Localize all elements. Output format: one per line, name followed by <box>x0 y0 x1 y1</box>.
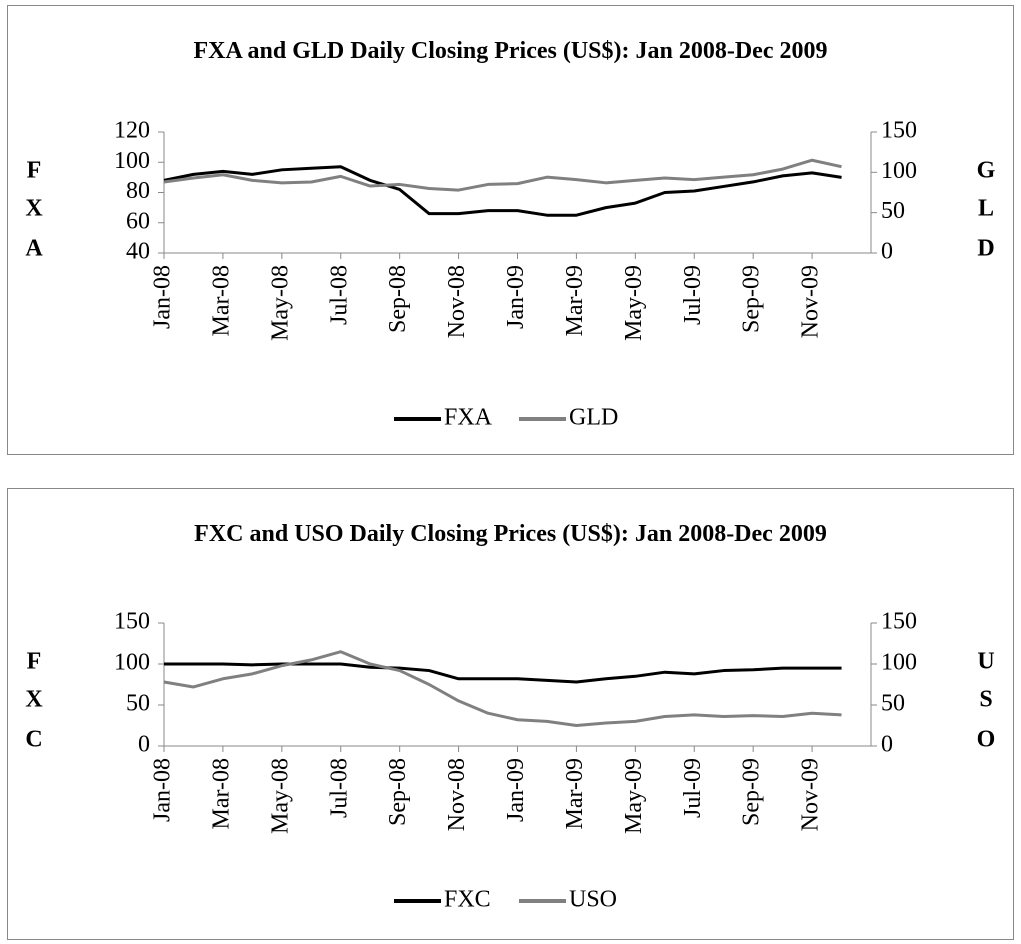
y2-tick-label: 150 <box>881 609 917 635</box>
x-tick-label: Nov-08 <box>444 758 470 831</box>
x-tick-label: Jul-08 <box>326 265 352 325</box>
y2-axis-label: G <box>977 158 996 184</box>
x-tick-label: Jul-08 <box>326 758 352 818</box>
legend-label: GLD <box>569 405 618 431</box>
x-tick-label: Nov-09 <box>798 758 824 831</box>
x-tick-label: Jan-08 <box>150 758 176 822</box>
legend-label: USO <box>569 887 617 913</box>
y-axis-label: F <box>27 158 42 184</box>
x-tick-label: May-08 <box>267 758 293 834</box>
x-tick-label: Mar-08 <box>208 265 234 337</box>
x-tick-label: Sep-09 <box>739 265 765 333</box>
y-axis-label: X <box>25 687 43 713</box>
y-tick-label: 120 <box>114 118 150 144</box>
y2-axis-label: L <box>978 196 994 222</box>
x-tick-label: May-09 <box>621 758 647 834</box>
x-tick-label: Sep-08 <box>385 758 411 826</box>
y-axis-label: A <box>25 236 43 262</box>
y2-axis-label: D <box>977 236 994 262</box>
y-tick-label: 150 <box>114 609 150 635</box>
y-tick-label: 50 <box>126 691 150 717</box>
y2-tick-label: 0 <box>881 732 893 758</box>
x-tick-label: Mar-09 <box>562 265 588 337</box>
chart-panel: FXA and GLD Daily Closing Prices (US$): … <box>7 5 1014 455</box>
x-tick-label: Jul-09 <box>680 758 706 818</box>
y2-tick-label: 100 <box>881 158 917 184</box>
y-axis-label: C <box>25 727 42 753</box>
y2-axis-label: O <box>977 727 996 753</box>
y-tick-label: 0 <box>138 732 150 758</box>
y-tick-label: 100 <box>114 148 150 174</box>
y2-tick-label: 100 <box>881 650 917 676</box>
y-axis-label: F <box>27 649 42 675</box>
chart-panel: FXC and USO Daily Closing Prices (US$): … <box>7 488 1014 940</box>
x-tick-label: Jan-09 <box>503 265 529 329</box>
y2-tick-label: 50 <box>881 691 905 717</box>
y-tick-label: 100 <box>114 650 150 676</box>
x-tick-label: Sep-08 <box>385 265 411 333</box>
y2-axis-label: U <box>977 649 994 675</box>
x-tick-label: Sep-09 <box>739 758 765 826</box>
legend-label: FXA <box>444 405 493 431</box>
y2-tick-label: 0 <box>881 239 893 265</box>
chart-title: FXC and USO Daily Closing Prices (US$): … <box>194 521 827 547</box>
chart: 0 50 100 150 0 50 100 150 Jan-08 Mar-08 May-08 Jul-… <box>25 609 996 913</box>
y-tick-label: 40 <box>126 239 150 265</box>
x-tick-label: May-09 <box>621 265 647 341</box>
legend-label: FXC <box>444 887 491 913</box>
x-tick-label: Nov-09 <box>798 265 824 338</box>
x-tick-label: Mar-09 <box>562 758 588 830</box>
line-series <box>164 662 842 684</box>
chart: 40 60 80 100 120 0 50 100 150 Jan-08 Mar-08 May-08 J… <box>25 118 996 431</box>
y2-axis-label: S <box>979 687 992 713</box>
y-axis-label: X <box>25 196 43 222</box>
line-series <box>163 158 842 192</box>
x-tick-label: Nov-08 <box>444 265 470 338</box>
x-tick-label: Jan-09 <box>503 758 529 822</box>
x-tick-label: Jul-09 <box>680 265 706 325</box>
chart-title: FXA and GLD Daily Closing Prices (US$): … <box>193 38 828 64</box>
y2-tick-label: 50 <box>881 198 905 224</box>
y-tick-label: 80 <box>126 178 150 204</box>
x-tick-label: Jan-08 <box>150 265 176 329</box>
line-series <box>163 165 842 217</box>
x-tick-label: Mar-08 <box>208 758 234 830</box>
line-series <box>163 650 842 727</box>
y-tick-label: 60 <box>126 208 150 234</box>
x-tick-label: May-08 <box>267 265 293 341</box>
y2-tick-label: 150 <box>881 118 917 144</box>
